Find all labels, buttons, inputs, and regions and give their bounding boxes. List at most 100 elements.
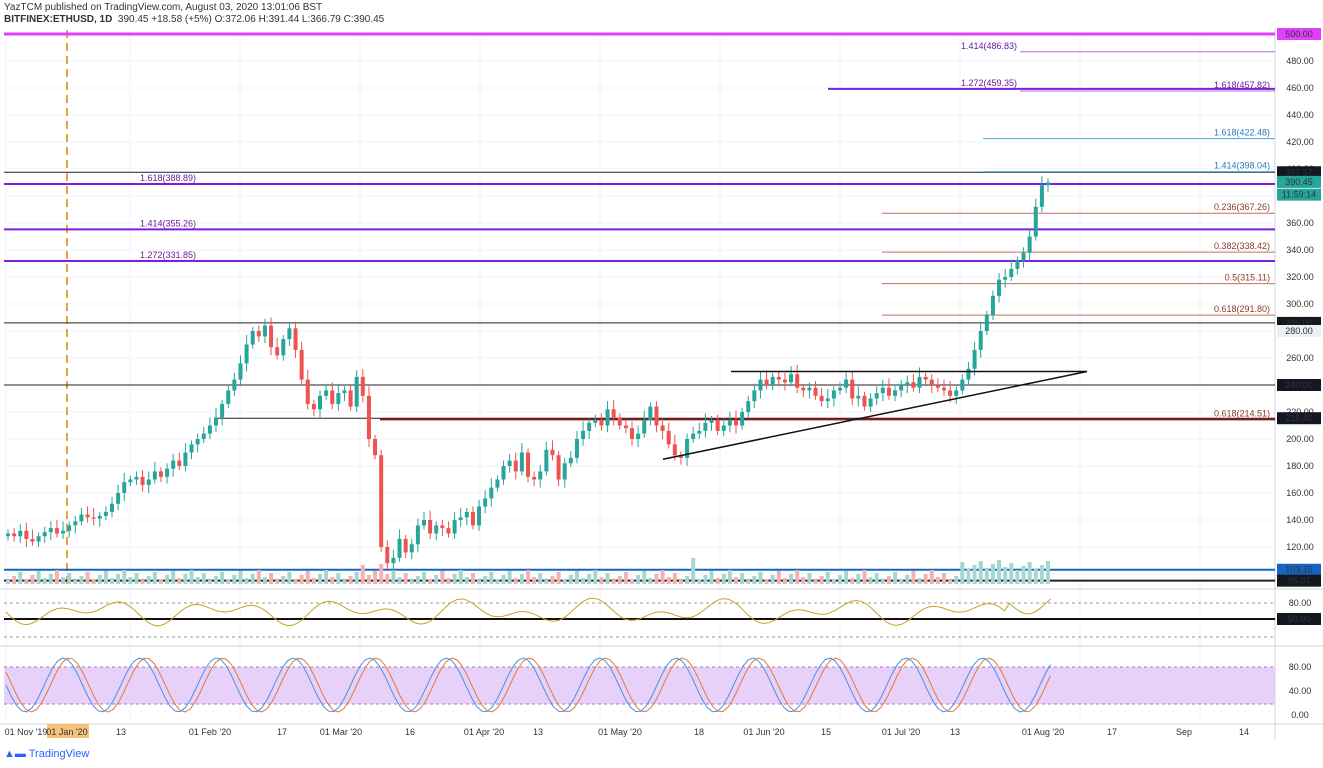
candle-body: [715, 420, 720, 431]
time-tick: 01 Jun '20: [743, 727, 784, 737]
candle-body: [526, 452, 530, 477]
volume-bar: [997, 560, 1002, 584]
price-tick: 440.00: [1286, 110, 1314, 120]
candle-body: [1046, 182, 1050, 186]
candle-body: [776, 376, 781, 380]
candle-body: [366, 395, 371, 439]
volume-bar: [354, 572, 359, 584]
stoch-k-line: [5, 657, 1051, 713]
price-tick: 160.00: [1286, 488, 1314, 498]
tradingview-logo: ▲▬ TradingView: [4, 748, 89, 760]
volume-bar: [470, 573, 475, 584]
grid: [0, 28, 1323, 740]
volume-bar: [366, 575, 371, 584]
candle-body: [232, 379, 237, 391]
volume-bars: [6, 558, 1050, 584]
volume-bar: [605, 573, 610, 584]
candle-body: [397, 538, 402, 558]
stoch-band: [4, 667, 1275, 704]
candle-body: [562, 463, 567, 480]
volume-bar: [1009, 563, 1014, 584]
time-tick: 17: [1107, 727, 1117, 737]
candle-body: [568, 457, 573, 464]
candle-body: [886, 387, 891, 396]
chart-icon: ▲▬: [4, 748, 29, 760]
volume-bar: [250, 574, 255, 584]
fib-ret-label: 0.618(291.80): [1214, 304, 1270, 314]
candle-body: [385, 547, 390, 564]
candle-body: [379, 455, 384, 547]
candle-body: [672, 444, 677, 456]
candle-body: [342, 390, 347, 394]
time-tick: Sep: [1176, 727, 1192, 737]
candle-body: [532, 476, 537, 480]
volume-bar: [917, 578, 922, 584]
volume-bar: [318, 574, 322, 584]
candle-body: [709, 420, 714, 423]
volume-bar: [397, 577, 402, 584]
volume-bar: [874, 573, 879, 584]
time-tick: 16: [405, 727, 415, 737]
price-badge-label: 286.00: [1285, 318, 1313, 328]
candle-body: [752, 390, 757, 402]
price-badge-label: 103.15: [1285, 565, 1313, 575]
volume-bar: [593, 570, 598, 584]
candle-body: [281, 339, 286, 356]
time-tick: 01 May '20: [598, 727, 642, 737]
price-badge-label: 11:59:14: [1282, 190, 1316, 200]
candle-body: [12, 533, 17, 537]
volume-bar: [978, 561, 983, 584]
volume-bar: [617, 576, 622, 584]
price-badge-label: 390.45: [1285, 177, 1313, 187]
volume-bar: [61, 577, 66, 584]
time-tick: 17: [277, 727, 287, 737]
candle-body: [330, 390, 335, 404]
candle-body: [1027, 236, 1032, 253]
volume-bar: [391, 570, 396, 584]
volume-bar: [6, 580, 10, 584]
candle-body: [348, 390, 353, 407]
time-highlight: [47, 724, 89, 738]
candle-body: [85, 514, 90, 518]
volume-bar: [789, 574, 794, 584]
candle-body: [336, 393, 341, 404]
volume-bar: [67, 573, 72, 584]
volume-bar: [954, 576, 959, 584]
price-badge: [1277, 175, 1321, 188]
volume-bar: [146, 576, 151, 584]
volume-bar: [293, 579, 298, 584]
candle-body: [838, 387, 842, 391]
candle-body: [18, 530, 23, 537]
volume-bar: [79, 576, 84, 584]
time-tick: 13: [533, 727, 543, 737]
fib-ret-label: 0.236(367.26): [1214, 202, 1270, 212]
candle-body: [1033, 206, 1038, 237]
price-tick: 200.00: [1286, 434, 1314, 444]
candle-body: [54, 528, 59, 534]
volume-bar: [556, 572, 561, 584]
volume-bar: [152, 572, 157, 584]
candle-body: [825, 398, 830, 402]
volume-bar: [110, 578, 114, 584]
volume-bar: [813, 580, 818, 584]
candle-body: [703, 422, 708, 431]
volume-bar: [972, 565, 977, 584]
stoch-tick: 40.00: [1289, 686, 1312, 696]
candle-body: [1039, 185, 1044, 207]
time-tick: 01 Aug '20: [1022, 727, 1064, 737]
volume-bar: [1039, 565, 1044, 584]
candle-body: [538, 471, 543, 480]
candle-body: [734, 420, 738, 426]
candle-body: [415, 525, 420, 545]
triangle-lines: [662, 370, 1088, 460]
volume-bar: [1021, 566, 1026, 584]
candle-body: [275, 347, 280, 356]
candle-body: [440, 525, 445, 529]
candle-body: [795, 374, 800, 388]
volume-bar: [838, 575, 842, 584]
candle-body: [636, 433, 641, 439]
candle-body: [42, 532, 47, 537]
candle-body: [6, 533, 10, 537]
time-tick: 18: [694, 727, 704, 737]
